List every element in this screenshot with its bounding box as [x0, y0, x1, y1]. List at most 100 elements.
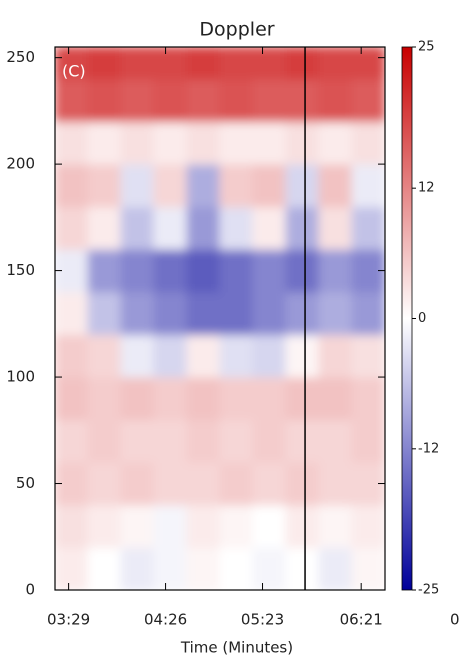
- y-tick-label: 100: [6, 368, 35, 386]
- heat-cell: [153, 546, 188, 590]
- heat-cell: [318, 546, 353, 590]
- heat-cell: [87, 333, 122, 378]
- heat-cell: [219, 47, 254, 80]
- heat-cell: [252, 121, 287, 165]
- heat-cell: [120, 504, 155, 548]
- heat-cell: [55, 121, 89, 165]
- colorbar-tick-label: 12: [418, 181, 435, 196]
- heat-cell: [252, 461, 287, 506]
- heat-cell: [351, 333, 385, 378]
- heat-cell: [153, 333, 188, 378]
- y-tick-label: 0: [25, 581, 35, 599]
- colorbar-tick-label: 0: [418, 311, 426, 326]
- heat-cell: [87, 546, 122, 590]
- heat-cell: [318, 376, 353, 421]
- heat-cell: [87, 248, 122, 293]
- heat-cell: [285, 248, 320, 293]
- heat-cell: [55, 333, 89, 378]
- heat-cell: [285, 163, 320, 208]
- heat-cell: [318, 206, 353, 250]
- heat-cell: [55, 78, 89, 123]
- heat-cell: [153, 504, 188, 548]
- x-tick-label: 04:26: [144, 611, 187, 629]
- x-tick-label: 03:29: [47, 611, 90, 629]
- heat-cell: [318, 461, 353, 506]
- heat-cell: [351, 206, 385, 250]
- heat-cell: [153, 78, 188, 123]
- x-axis-label: Time (Minutes): [180, 639, 293, 657]
- heat-cell: [351, 47, 385, 80]
- y-tick-label: 50: [16, 474, 35, 492]
- heat-cell: [219, 206, 254, 250]
- heat-cell: [252, 376, 287, 421]
- heat-cell: [219, 419, 254, 463]
- heat-cell: [120, 206, 155, 250]
- heat-cell: [120, 333, 155, 378]
- heat-cell: [186, 504, 221, 548]
- heat-cell: [87, 121, 122, 165]
- heat-cell: [219, 376, 254, 421]
- heat-cell: [153, 376, 188, 421]
- heat-cell: [153, 163, 188, 208]
- heat-cell: [252, 504, 287, 548]
- heat-cell: [285, 333, 320, 378]
- heat-cell: [153, 248, 188, 293]
- heat-cell: [120, 376, 155, 421]
- heat-cell: [252, 333, 287, 378]
- y-tick-label: 250: [6, 48, 35, 66]
- heat-cell: [55, 206, 89, 250]
- heat-cell: [120, 47, 155, 80]
- heat-cell: [186, 419, 221, 463]
- heat-cell: [285, 504, 320, 548]
- heat-cell: [186, 78, 221, 123]
- heat-cell: [252, 419, 287, 463]
- heat-cell: [285, 461, 320, 506]
- heat-cell: [252, 47, 287, 80]
- heat-cell: [351, 163, 385, 208]
- heat-cell: [219, 461, 254, 506]
- heat-cell: [87, 504, 122, 548]
- heat-cell: [318, 504, 353, 548]
- heat-cell: [285, 47, 320, 80]
- heat-cell: [252, 78, 287, 123]
- heat-cell: [219, 546, 254, 590]
- heat-cell: [87, 376, 122, 421]
- heat-cell: [120, 78, 155, 123]
- heat-cell: [318, 121, 353, 165]
- colorbar-tick-label: -25: [418, 583, 439, 598]
- x-tick-label: 06:21: [340, 611, 383, 629]
- heat-cell: [252, 248, 287, 293]
- heat-cell: [186, 248, 221, 293]
- heat-cell: [285, 121, 320, 165]
- heat-cell: [120, 546, 155, 590]
- heat-cell: [351, 121, 385, 165]
- heat-cell: [318, 163, 353, 208]
- heat-cell: [285, 206, 320, 250]
- heat-cell: [120, 121, 155, 165]
- heat-cell: [186, 291, 221, 335]
- heat-cell: [252, 546, 287, 590]
- colorbar-tick-label: -12: [418, 441, 439, 456]
- heat-cell: [285, 546, 320, 590]
- colorbar-tick-label: 25: [418, 40, 435, 55]
- heat-cell: [120, 419, 155, 463]
- x-tick-label: 05:23: [241, 611, 284, 629]
- heat-cell: [351, 78, 385, 123]
- heat-cell: [153, 121, 188, 165]
- plot-frame: [54, 46, 386, 591]
- heat-cell: [219, 121, 254, 165]
- heat-cell: [219, 291, 254, 335]
- heat-cell: [186, 546, 221, 590]
- heat-cell: [285, 291, 320, 335]
- heat-cell: [285, 376, 320, 421]
- heat-cell: [351, 504, 385, 548]
- heat-cell: [153, 47, 188, 80]
- heat-cell: [318, 248, 353, 293]
- heat-cell: [55, 47, 89, 80]
- heat-cell: [186, 461, 221, 506]
- heat-cell: [219, 333, 254, 378]
- heat-cell: [219, 78, 254, 123]
- heat-cell: [186, 376, 221, 421]
- heat-cell: [55, 546, 89, 590]
- heat-cell: [87, 163, 122, 208]
